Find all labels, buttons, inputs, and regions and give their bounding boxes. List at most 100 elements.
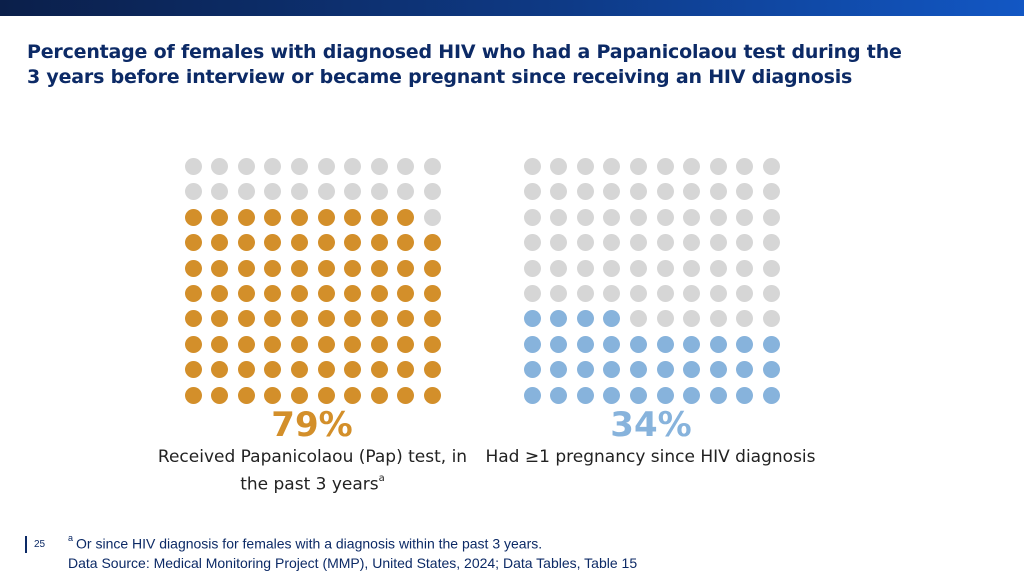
pregnancy-waffle-grid bbox=[512, 148, 782, 408]
waffle-dot-empty bbox=[576, 285, 594, 302]
waffle-dot-empty bbox=[736, 310, 754, 328]
pregnancy-label: Had ≥1 pregnancy since HIV diagnosis bbox=[485, 447, 816, 467]
pap-test-waffle-grid bbox=[173, 148, 443, 408]
waffle-dot-filled bbox=[423, 361, 441, 379]
waffle-dot-filled bbox=[344, 285, 362, 302]
waffle-dot-filled bbox=[423, 234, 441, 252]
waffle-dot-empty bbox=[629, 234, 647, 252]
pap-test-footnote-marker: a bbox=[378, 473, 385, 484]
waffle-dot-empty bbox=[523, 208, 541, 226]
waffle-dot-empty bbox=[523, 259, 541, 277]
waffle-dot-empty bbox=[629, 158, 647, 175]
waffle-dot-filled bbox=[184, 285, 202, 302]
waffle-dot-empty bbox=[317, 183, 335, 201]
waffle-dot-filled bbox=[264, 259, 282, 277]
waffle-dot-empty bbox=[736, 285, 754, 302]
waffle-dot-filled bbox=[683, 361, 701, 379]
pregnancy-waffle-panel bbox=[512, 148, 792, 408]
waffle-dot-filled bbox=[523, 310, 541, 328]
waffle-dot-empty bbox=[523, 158, 541, 175]
waffle-dot-filled bbox=[762, 386, 780, 404]
waffle-dot-filled bbox=[344, 335, 362, 353]
waffle-dot-filled bbox=[317, 208, 335, 226]
waffle-dot-empty bbox=[762, 158, 780, 175]
waffle-dot-filled bbox=[211, 361, 229, 379]
waffle-dot-filled bbox=[211, 234, 229, 252]
data-source: Data Source: Medical Monitoring Project … bbox=[68, 554, 638, 571]
waffle-dot-filled bbox=[370, 285, 388, 302]
waffle-dot-filled bbox=[237, 386, 255, 404]
waffle-dot-empty bbox=[423, 183, 441, 201]
waffle-dot-filled bbox=[290, 259, 308, 277]
waffle-dot-filled bbox=[576, 361, 594, 379]
waffle-dot-filled bbox=[576, 335, 594, 353]
page-number: 25 bbox=[34, 539, 46, 550]
slide-title: Percentage of females with diagnosed HIV… bbox=[27, 40, 907, 90]
waffle-dot-filled bbox=[523, 361, 541, 379]
waffle-dot-empty bbox=[656, 158, 674, 175]
waffle-dot-empty bbox=[290, 158, 308, 175]
waffle-dot-empty bbox=[550, 259, 568, 277]
waffle-dot-filled bbox=[397, 234, 415, 252]
waffle-dot-filled bbox=[709, 386, 727, 404]
waffle-dot-filled bbox=[370, 386, 388, 404]
waffle-dot-empty bbox=[576, 208, 594, 226]
waffle-dot-filled bbox=[184, 310, 202, 328]
waffle-dot-empty bbox=[709, 259, 727, 277]
waffle-dot-filled bbox=[290, 208, 308, 226]
waffle-dot-empty bbox=[762, 208, 780, 226]
waffle-dot-empty bbox=[762, 234, 780, 252]
waffle-dot-empty bbox=[264, 183, 282, 201]
waffle-dot-empty bbox=[629, 310, 647, 328]
waffle-dot-empty bbox=[523, 285, 541, 302]
waffle-dot-filled bbox=[211, 310, 229, 328]
waffle-dot-filled bbox=[683, 386, 701, 404]
waffle-dot-empty bbox=[762, 285, 780, 302]
waffle-dot-empty bbox=[736, 234, 754, 252]
waffle-dot-empty bbox=[423, 208, 441, 226]
waffle-dot-filled bbox=[370, 335, 388, 353]
waffle-dot-filled bbox=[344, 310, 362, 328]
waffle-dot-filled bbox=[397, 259, 415, 277]
waffle-dot-filled bbox=[576, 310, 594, 328]
waffle-dot-empty bbox=[736, 208, 754, 226]
pap-test-waffle-panel bbox=[173, 148, 453, 408]
waffle-dot-empty bbox=[211, 183, 229, 201]
waffle-dot-empty bbox=[656, 234, 674, 252]
waffle-dot-empty bbox=[550, 285, 568, 302]
waffle-dot-filled bbox=[317, 310, 335, 328]
waffle-dot-filled bbox=[397, 335, 415, 353]
waffle-dot-empty bbox=[683, 234, 701, 252]
waffle-dot-filled bbox=[184, 386, 202, 404]
waffle-dot-empty bbox=[709, 183, 727, 201]
pap-test-percent: 79% bbox=[271, 405, 353, 445]
waffle-dot-empty bbox=[576, 158, 594, 175]
waffle-dot-empty bbox=[683, 158, 701, 175]
waffle-dot-filled bbox=[317, 259, 335, 277]
waffle-dot-filled bbox=[550, 361, 568, 379]
waffle-dot-empty bbox=[603, 183, 621, 201]
waffle-dot-filled bbox=[290, 310, 308, 328]
waffle-dot-empty bbox=[709, 208, 727, 226]
waffle-dot-filled bbox=[237, 310, 255, 328]
waffle-dot-empty bbox=[550, 234, 568, 252]
waffle-dot-filled bbox=[550, 310, 568, 328]
footnote-line: a Or since HIV diagnosis for females with… bbox=[68, 531, 637, 554]
waffle-dot-filled bbox=[344, 208, 362, 226]
waffle-dot-filled bbox=[397, 208, 415, 226]
waffle-dot-empty bbox=[683, 183, 701, 201]
waffle-dot-filled bbox=[290, 335, 308, 353]
waffle-dot-filled bbox=[237, 234, 255, 252]
pap-test-label: Received Papanicolaou (Pap) test, in the… bbox=[140, 445, 485, 497]
pap-test-label-line-2: the past 3 yearsa bbox=[140, 469, 485, 497]
waffle-dot-filled bbox=[184, 361, 202, 379]
waffle-dot-filled bbox=[211, 335, 229, 353]
waffle-dot-filled bbox=[290, 361, 308, 379]
waffle-dot-filled bbox=[656, 361, 674, 379]
waffle-dot-filled bbox=[264, 335, 282, 353]
waffle-dot-filled bbox=[629, 386, 647, 404]
waffle-dot-filled bbox=[317, 386, 335, 404]
waffle-dot-empty bbox=[397, 183, 415, 201]
waffle-dot-empty bbox=[290, 183, 308, 201]
waffle-dot-empty bbox=[709, 310, 727, 328]
